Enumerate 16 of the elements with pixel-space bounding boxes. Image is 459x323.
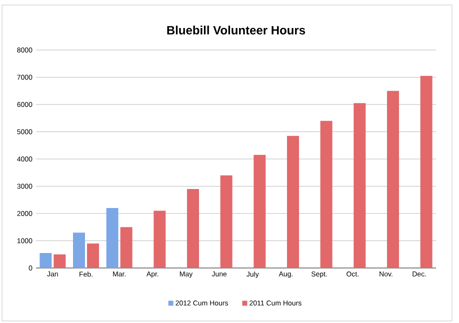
bar (254, 154, 266, 268)
bar (120, 227, 132, 268)
bar (106, 208, 118, 268)
bar (87, 243, 99, 268)
bar (154, 210, 166, 268)
bar (420, 76, 432, 268)
bar (187, 188, 199, 268)
bar (220, 175, 232, 268)
bar (320, 120, 332, 268)
chart-title: Bluebill Volunteer Hours (167, 26, 306, 34)
bar (54, 254, 66, 268)
bar (354, 103, 366, 268)
bar (40, 253, 52, 268)
bar (286, 136, 299, 268)
bar (73, 232, 86, 268)
bar (386, 90, 399, 268)
